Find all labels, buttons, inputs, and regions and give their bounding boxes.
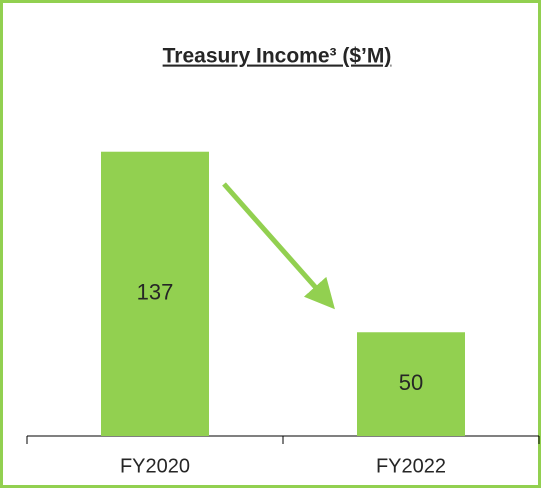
data-label: 137 bbox=[137, 280, 174, 305]
bar bbox=[101, 151, 209, 436]
x-tick-label: FY2022 bbox=[376, 455, 446, 477]
x-tick-label: FY2020 bbox=[120, 455, 190, 477]
trend-arrow bbox=[222, 182, 335, 310]
bar bbox=[357, 332, 465, 436]
chart-title: Treasury Income³ ($’M) bbox=[163, 45, 392, 68]
data-label: 50 bbox=[399, 370, 423, 395]
